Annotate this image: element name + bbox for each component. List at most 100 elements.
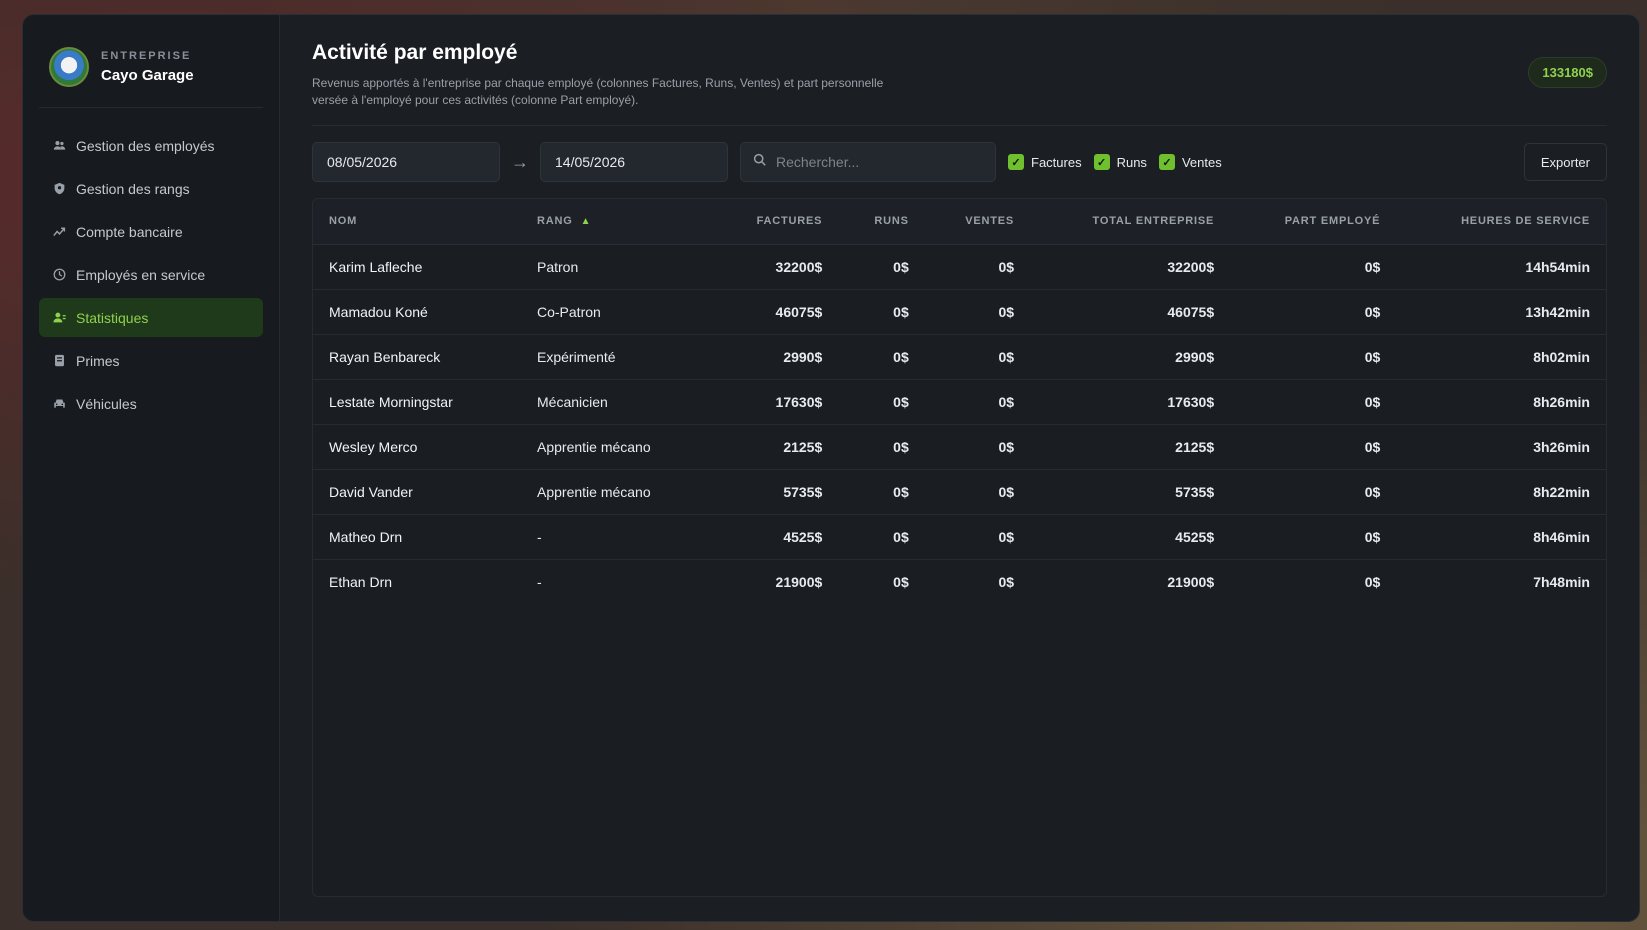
- cell-factures: 17630$: [711, 379, 839, 425]
- cell-total-entreprise: 5735$: [1030, 469, 1231, 515]
- cell-factures: 2125$: [711, 424, 839, 470]
- cell-factures: 21900$: [775, 573, 823, 590]
- cell-rang: Co-Patron: [521, 289, 711, 335]
- sidebar-item-employes[interactable]: Gestion des employés: [39, 126, 263, 165]
- checkbox-ventes[interactable]: ✓ Ventes: [1158, 154, 1222, 170]
- column-header-part-employe[interactable]: PART EMPLOYÉ: [1230, 199, 1397, 245]
- sidebar-item-rangs[interactable]: Gestion des rangs: [39, 169, 263, 208]
- cell-runs: 0$: [838, 244, 925, 290]
- cell-runs: 0$: [838, 514, 925, 560]
- cell-rang: Mécanicien: [521, 379, 711, 425]
- cell-total-entreprise: 21900$: [1167, 573, 1215, 590]
- app-window: ENTREPRISE Cayo Garage Gestion des emplo…: [22, 14, 1640, 922]
- cell-factures: 46075$: [711, 289, 839, 335]
- cell-rang: -: [521, 514, 711, 560]
- check-icon: ✓: [1008, 154, 1024, 170]
- cell-part-employe: 0$: [1230, 469, 1397, 515]
- column-header-rang[interactable]: RANG ▲: [521, 199, 711, 245]
- cell-part-employe: 0$: [1230, 379, 1397, 425]
- cell-runs: 0$: [838, 334, 925, 380]
- column-header-total-entreprise[interactable]: TOTAL ENTREPRISE: [1030, 199, 1231, 245]
- cell-nom: Wesley Merco: [313, 424, 521, 470]
- date-from-input[interactable]: [312, 142, 500, 182]
- cell-rang: Expérimenté: [521, 334, 711, 380]
- cell-ventes: 0$: [998, 573, 1015, 590]
- checkbox-runs[interactable]: ✓ Runs: [1093, 154, 1147, 170]
- cell-total-entreprise: 2125$: [1030, 424, 1231, 470]
- user-stats-icon: [53, 311, 66, 324]
- cell-part-employe: 0$: [1230, 244, 1397, 290]
- brand-kicker: ENTREPRISE: [101, 50, 192, 62]
- cell-rang: -: [537, 573, 542, 590]
- column-header-nom[interactable]: NOM: [313, 199, 521, 245]
- cell-total-entreprise: 17630$: [1030, 379, 1231, 425]
- page-description: Revenus apportés à l'entreprise par chaq…: [312, 76, 884, 107]
- cell-ventes: 0$: [924, 514, 1031, 560]
- checkbox-label: Runs: [1116, 154, 1147, 170]
- cell-part-employe: 0$: [1230, 424, 1397, 470]
- check-icon: ✓: [1093, 154, 1110, 170]
- cell-ventes: 0$: [924, 334, 1031, 380]
- column-header-runs[interactable]: RUNS: [838, 199, 925, 245]
- sort-ascending-icon: ▲: [580, 216, 592, 228]
- cell-heures-service: 13h42min: [1396, 289, 1606, 335]
- activity-table-container: NOM RANG ▲ FACTURES RUNS VENTES TOTAL ENT…: [312, 198, 1607, 897]
- table-row[interactable]: Rayan Benbareck Expérimenté 2990$ 0$ 0$ …: [313, 334, 1606, 380]
- date-to-input[interactable]: [540, 142, 728, 182]
- cell-nom: Matheo Drn: [313, 514, 521, 560]
- column-header-factures[interactable]: FACTURES: [711, 199, 839, 245]
- cell-part-employe: 0$: [1230, 334, 1397, 380]
- sidebar-item-primes[interactable]: Primes: [39, 341, 263, 380]
- checkbox-factures[interactable]: ✓ Factures: [1008, 154, 1082, 170]
- cell-runs: 0$: [838, 379, 925, 425]
- cell-total-entreprise: 32200$: [1030, 244, 1231, 290]
- table-row[interactable]: David Vander Apprentie mécano 5735$ 0$ 0…: [313, 469, 1606, 515]
- main-content: Activité par employé Revenus apportés à …: [280, 15, 1639, 921]
- cell-heures-service: 8h46min: [1396, 514, 1606, 560]
- column-header-ventes[interactable]: VENTES: [924, 199, 1031, 245]
- sidebar-item-label: Véhicules: [76, 395, 137, 412]
- cell-nom: Karim Lafleche: [313, 244, 521, 290]
- company-name: Cayo Garage: [101, 67, 194, 84]
- table-body: Karim Lafleche Patron 32200$ 0$ 0$ 32200…: [313, 244, 1606, 604]
- car-icon: [53, 397, 66, 410]
- cell-ventes: 0$: [924, 469, 1031, 515]
- company-logo: [49, 47, 89, 87]
- cell-part-employe: 0$: [1230, 514, 1397, 560]
- table-row[interactable]: Matheo Drn - 4525$ 0$ 0$ 4525$ 0$ 8h46mi…: [313, 514, 1606, 560]
- sidebar-item-compte[interactable]: Compte bancaire: [39, 212, 263, 251]
- cell-heures-service: 14h54min: [1396, 244, 1606, 290]
- cell-rang: Apprentie mécano: [521, 424, 711, 470]
- cell-part-employe: 0$: [1230, 289, 1397, 335]
- column-header-heures-service[interactable]: HEURES DE SERVICE: [1396, 199, 1606, 245]
- cell-runs: 0$: [838, 424, 925, 470]
- users-icon: [53, 139, 66, 152]
- search-box[interactable]: [740, 142, 996, 182]
- sidebar: ENTREPRISE Cayo Garage Gestion des emplo…: [23, 15, 280, 921]
- cell-rang: Patron: [521, 244, 711, 290]
- table-row[interactable]: Wesley Merco Apprentie mécano 2125$ 0$ 0…: [313, 424, 1606, 470]
- activity-table: NOM RANG ▲ FACTURES RUNS VENTES TOTAL ENT…: [313, 199, 1606, 604]
- cell-factures: 5735$: [711, 469, 839, 515]
- sidebar-item-label: Gestion des employés: [76, 137, 215, 154]
- sidebar-nav: Gestion des employés Gestion des rangs C…: [39, 126, 263, 423]
- table-row[interactable]: Karim Lafleche Patron 32200$ 0$ 0$ 32200…: [313, 244, 1606, 290]
- table-row[interactable]: Lestate Morningstar Mécanicien 17630$ 0$…: [313, 379, 1606, 425]
- shield-icon: [53, 182, 66, 195]
- cell-runs: 0$: [893, 573, 909, 590]
- sidebar-item-vehicules[interactable]: Véhicules: [39, 384, 263, 423]
- cell-heures-service: 3h26min: [1396, 424, 1606, 470]
- checkbox-label: Factures: [1031, 154, 1082, 170]
- sidebar-item-label: Compte bancaire: [76, 223, 183, 240]
- search-input[interactable]: [776, 154, 983, 170]
- table-row[interactable]: Ethan Drn - 21900$ 0$ 0$ 21900$ 0$ 7h48m…: [313, 559, 1606, 604]
- sidebar-item-statistiques[interactable]: Statistiques: [39, 298, 263, 337]
- sidebar-item-en-service[interactable]: Employés en service: [39, 255, 263, 294]
- export-button[interactable]: Exporter: [1523, 143, 1607, 181]
- check-icon: ✓: [1158, 154, 1175, 170]
- bonus-icon: [53, 354, 66, 367]
- arrow-right-icon: →: [511, 151, 529, 172]
- table-row[interactable]: Mamadou Koné Co-Patron 46075$ 0$ 0$ 4607…: [313, 289, 1606, 335]
- cell-nom: Ethan Drn: [329, 573, 393, 590]
- sidebar-item-label: Statistiques: [76, 309, 149, 326]
